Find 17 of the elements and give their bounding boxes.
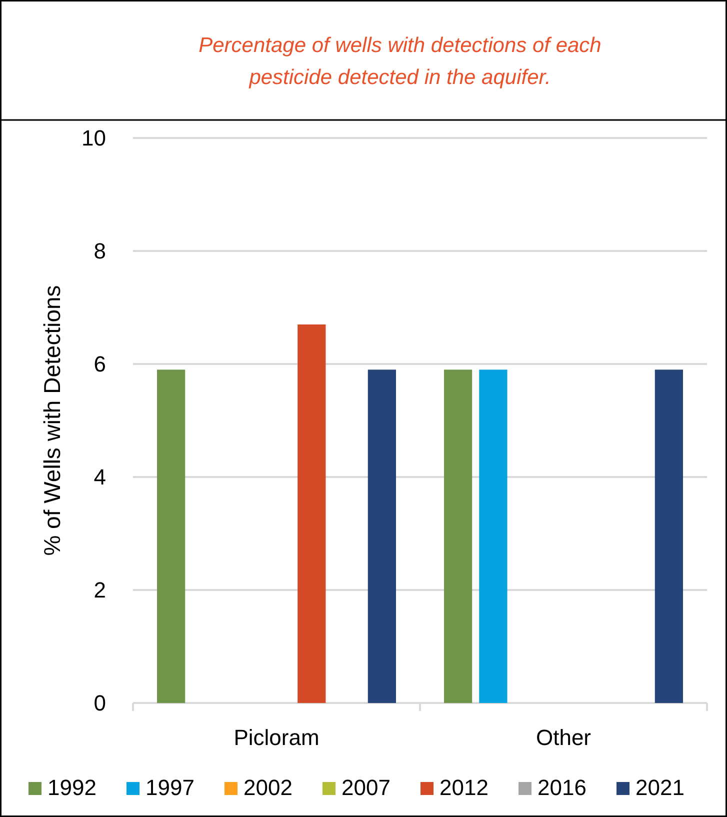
x-tick-label: Other bbox=[536, 725, 592, 750]
y-tick-label: 6 bbox=[94, 352, 106, 377]
legend-label: 2002 bbox=[244, 775, 292, 800]
legend-label: 2016 bbox=[538, 775, 586, 800]
legend-label: 1992 bbox=[48, 775, 96, 800]
legend-label: 1997 bbox=[146, 775, 194, 800]
y-tick-label: 8 bbox=[94, 238, 106, 264]
y-tick-label: 4 bbox=[94, 464, 106, 490]
legend-label: 2012 bbox=[440, 775, 488, 800]
chart-title: Percentage of wells with detections of each pesticide detected in the aquifer. bbox=[198, 34, 602, 89]
x-tick-label: Picloram bbox=[234, 725, 320, 750]
y-tick-label: 10 bbox=[82, 126, 106, 151]
y-tick-label: 0 bbox=[94, 690, 106, 716]
legend-label: 2007 bbox=[342, 775, 390, 800]
y-axis-title: % of Wells with Detections bbox=[39, 285, 65, 556]
legend-label: 2021 bbox=[636, 775, 684, 800]
y-tick-label: 2 bbox=[94, 578, 106, 603]
